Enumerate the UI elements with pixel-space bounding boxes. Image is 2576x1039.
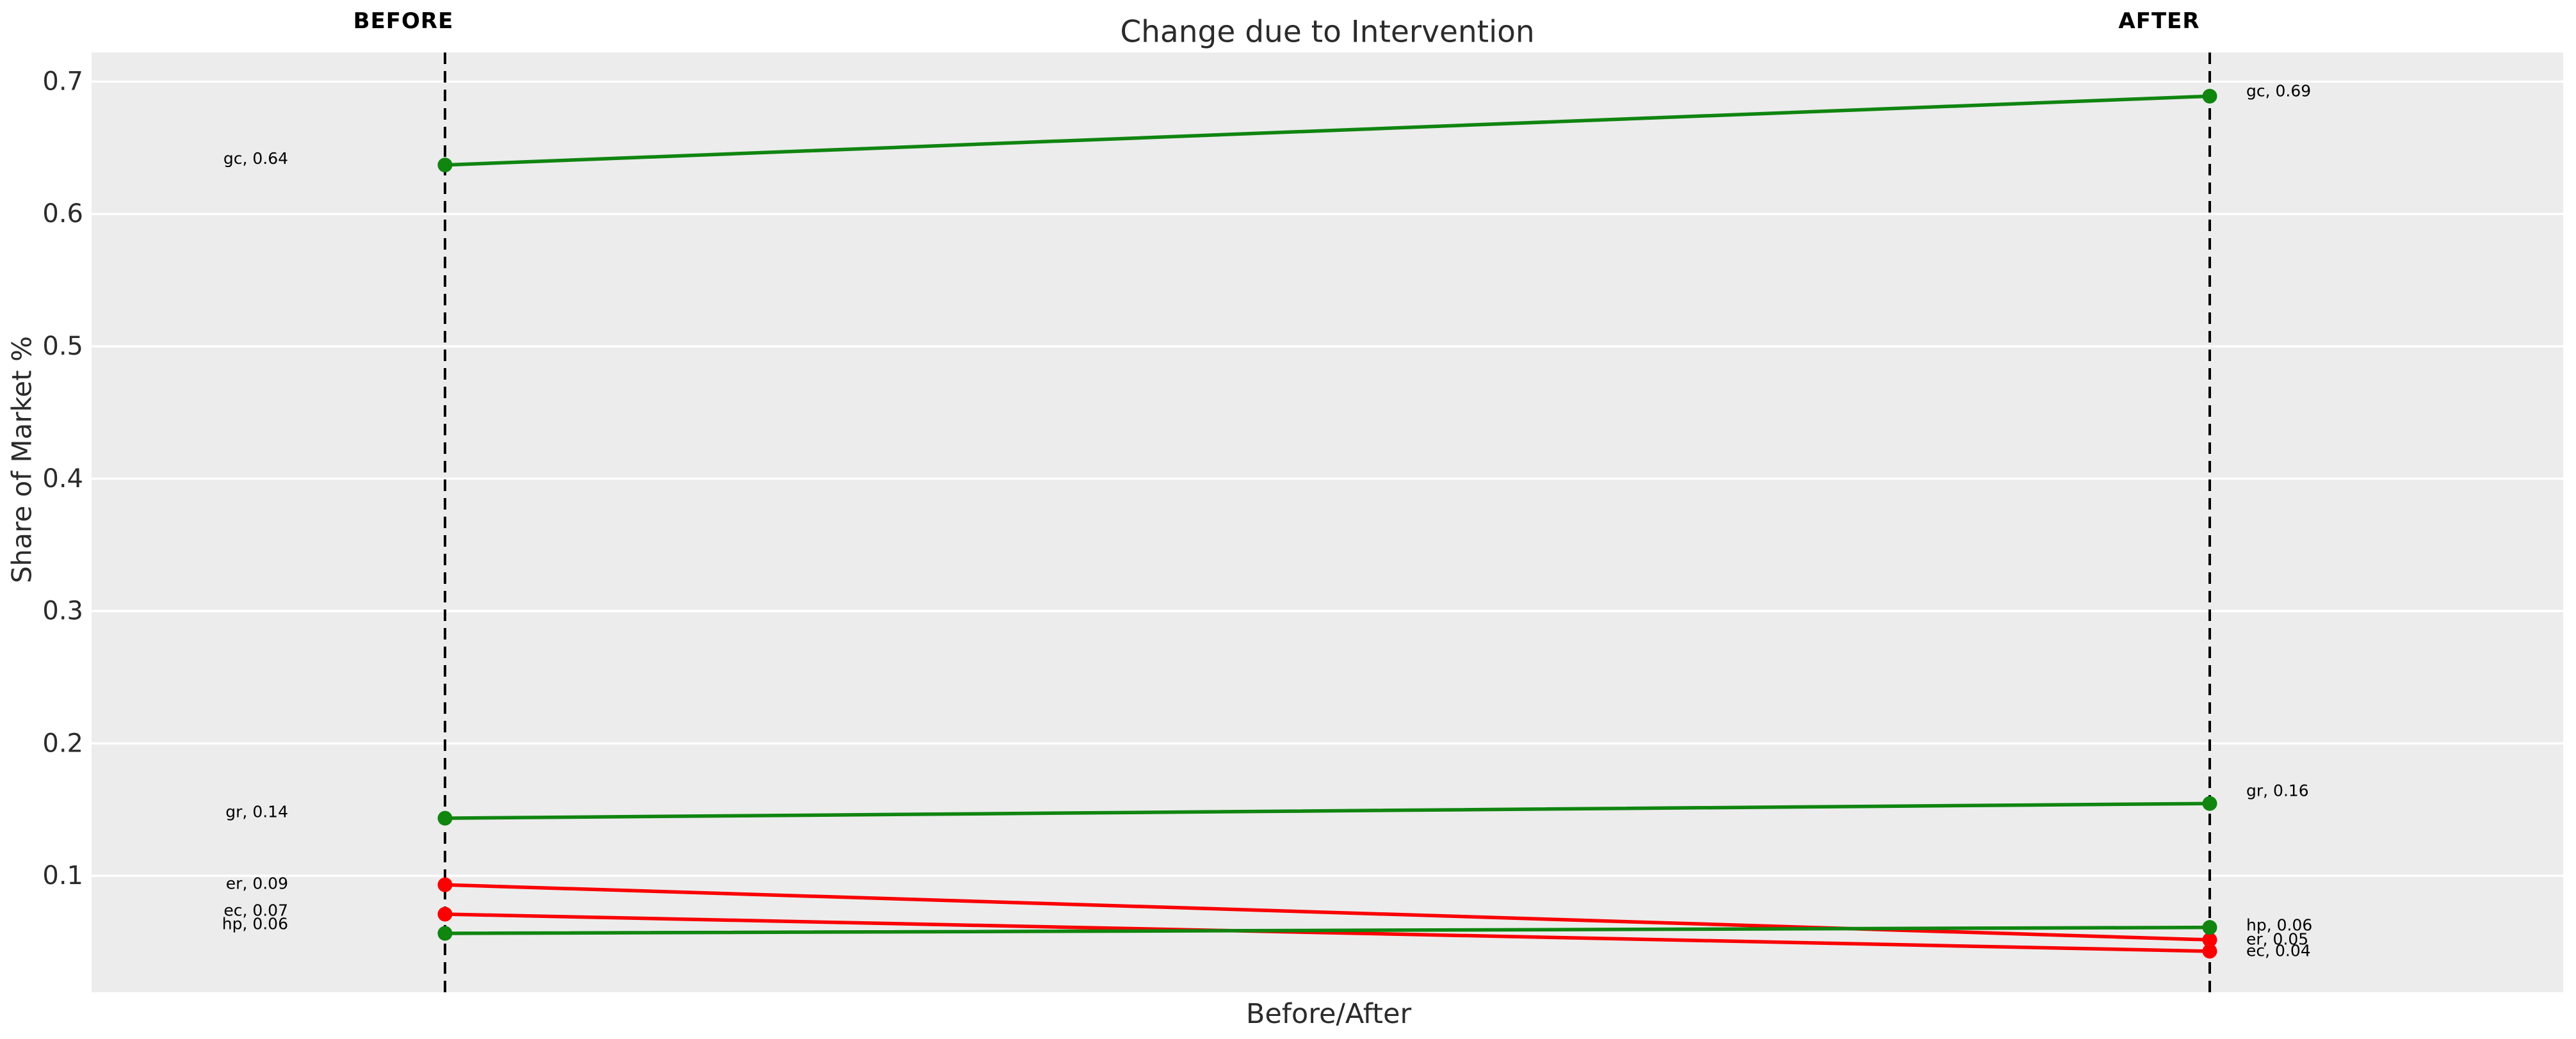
series-gc-after-point (2202, 88, 2217, 104)
y-tick-label: 0.3 (42, 597, 83, 626)
series-gr-before-point (437, 810, 453, 826)
series-hp-line (443, 925, 2212, 935)
y-tick-label: 0.6 (42, 199, 83, 229)
series-er-before-point (437, 877, 453, 892)
series-ec-before-point (437, 906, 453, 922)
series-er-line (443, 883, 2212, 942)
series-er-after-label: er, 0.05 (2246, 930, 2308, 948)
y-tick-label: 0.5 (42, 332, 83, 361)
y-axis-label: Share of Market % (6, 335, 38, 584)
series-hp-before-label: hp, 0.06 (222, 914, 288, 933)
plot-panel (92, 52, 2563, 992)
series-gc-before-label: gc, 0.64 (223, 149, 288, 168)
chart-title: Change due to Intervention (1120, 14, 1535, 50)
series-gc-after-label: gc, 0.69 (2246, 81, 2311, 100)
series-gr-after-point (2202, 796, 2217, 811)
series-ec-before-label: ec, 0.07 (223, 901, 288, 919)
before-column-header: BEFORE (353, 8, 454, 34)
y-tick-label: 0.1 (42, 861, 83, 890)
series-er-before-label: er, 0.09 (226, 874, 288, 892)
series-ec-after-label: ec, 0.04 (2246, 941, 2311, 960)
series-gc-line (443, 94, 2212, 167)
x-axis-label: Before/After (1245, 998, 1412, 1030)
y-tick-label: 0.4 (42, 464, 83, 494)
y-tick-label: 0.7 (42, 67, 83, 96)
series-gc-before-point (437, 157, 453, 173)
series-ec-after-point (2202, 944, 2217, 959)
series-hp-before-point (437, 926, 453, 941)
series-hp-after-point (2202, 920, 2217, 935)
series-gr-after-label: gr, 0.16 (2246, 781, 2309, 800)
series-er-after-point (2202, 932, 2217, 947)
series-hp-after-label: hp, 0.06 (2246, 915, 2312, 934)
series-gr-before-label: gr, 0.14 (225, 802, 288, 821)
y-tick-label: 0.2 (42, 729, 83, 758)
after-column-header: AFTER (2118, 8, 2200, 34)
series-ec-line (443, 912, 2212, 953)
series-gr-line (443, 801, 2212, 820)
